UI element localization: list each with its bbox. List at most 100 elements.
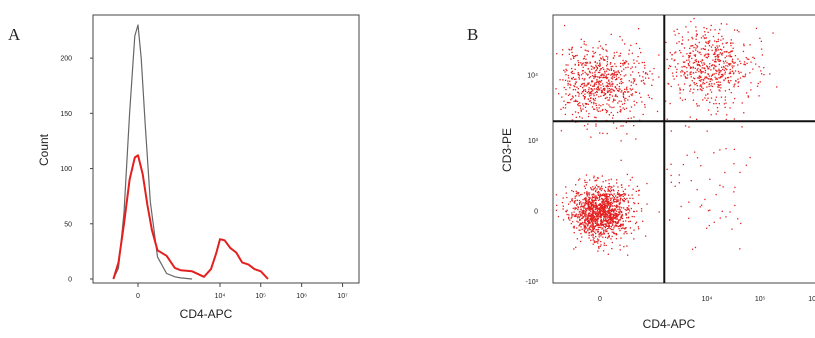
scatter-point [581, 214, 583, 217]
scatter-point [587, 202, 589, 205]
scatter-point [714, 61, 716, 63]
scatter-point [713, 64, 716, 66]
scatter-point [711, 83, 713, 85]
scatter-point [730, 39, 732, 41]
scatter-point [611, 106, 613, 109]
scatter-point [611, 241, 613, 244]
scatter-point [750, 61, 752, 63]
scatter-point [593, 108, 595, 110]
scatter-point [583, 209, 585, 211]
scatter-point [606, 61, 608, 63]
scatter-point [597, 191, 600, 193]
scatter-point [565, 88, 567, 91]
scatter-point [577, 206, 579, 208]
scatter-point [679, 97, 681, 99]
scatter-point [704, 78, 706, 80]
scatter-point [608, 179, 610, 181]
scatter-point [608, 210, 610, 213]
scatter-point [635, 138, 637, 140]
scatter-point [579, 194, 582, 196]
scatter-point [592, 236, 594, 238]
scatter-point [565, 74, 567, 76]
scatter-point [714, 46, 716, 49]
scatter-point [723, 69, 725, 71]
scatter-point [579, 102, 581, 104]
scatter-point [615, 195, 617, 197]
scatter-point [594, 76, 596, 78]
scatter-point [678, 32, 680, 35]
scatter-point [600, 76, 602, 78]
scatter-point [644, 106, 646, 108]
scatter-point [597, 217, 599, 219]
scatter-point [578, 93, 580, 95]
scatter-point [610, 188, 612, 190]
scatter-point [584, 221, 586, 223]
scatter-point [715, 50, 717, 52]
scatter-point [571, 113, 574, 116]
scatter-point [601, 214, 603, 217]
scatter-point [671, 54, 673, 56]
scatter-point [583, 82, 585, 84]
scatter-point [597, 246, 600, 248]
scatter-point [608, 212, 610, 214]
scatter-point [618, 90, 620, 92]
scatter-point [599, 212, 602, 214]
scatter-point [573, 215, 576, 217]
scatter-point [586, 202, 588, 204]
scatter-point [562, 79, 564, 81]
scatter-point [698, 61, 700, 64]
scatter-point [581, 236, 583, 238]
scatter-point [607, 232, 609, 234]
scatter-point [724, 90, 727, 92]
scatter-point [585, 211, 587, 213]
scatter-point [605, 213, 607, 215]
histogram-series-line [112, 24, 193, 280]
scatter-point [590, 187, 592, 189]
scatter-point [638, 190, 640, 192]
scatter-point [616, 201, 618, 203]
scatter-point [572, 89, 574, 91]
scatter-point [717, 84, 719, 86]
scatter-point [576, 227, 578, 229]
scatter-point [714, 40, 716, 42]
x-tick-label: 10⁴ [215, 293, 226, 300]
scatter-point [619, 202, 621, 204]
scatter-point [598, 216, 600, 218]
scatter-point [695, 82, 698, 85]
scatter-point [597, 47, 599, 49]
scatter-point [573, 232, 575, 234]
scatter-point [621, 227, 624, 229]
scatter-point [588, 77, 590, 79]
scatter-point [614, 221, 616, 224]
scatter-point [752, 56, 754, 58]
scatter-point [731, 50, 734, 52]
scatter-point [620, 62, 622, 64]
scatter-point [599, 198, 601, 201]
scatter-point [596, 109, 598, 111]
scatter-point [606, 213, 608, 215]
scatter-point [591, 230, 593, 232]
scatter-point [695, 30, 697, 32]
scatter-point [716, 54, 718, 56]
scatter-point [582, 83, 584, 85]
scatter-point [586, 210, 588, 212]
scatter-point [626, 88, 628, 90]
scatter-point [692, 92, 694, 94]
scatter-point [603, 68, 605, 71]
scatter-point [618, 219, 621, 221]
scatter-point [602, 193, 604, 195]
scatter-point [732, 102, 734, 104]
scatter-point [617, 215, 619, 217]
scatter-point [696, 189, 698, 191]
scatter-point [707, 73, 709, 75]
scatter-point [584, 62, 586, 64]
scatter-point [583, 192, 586, 194]
scatter-point [627, 200, 629, 202]
scatter-point [706, 227, 708, 229]
scatter-point [619, 249, 621, 251]
scatter-point [592, 47, 594, 49]
scatter-point [749, 72, 751, 74]
scatter-point [598, 84, 600, 86]
scatter-point [615, 233, 617, 235]
